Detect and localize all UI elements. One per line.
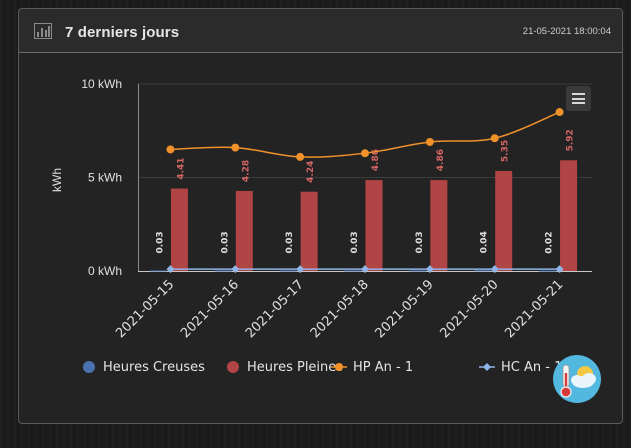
hp-an-1-point [231, 143, 240, 152]
hamburger-icon-bar [572, 97, 585, 100]
heures-pleines-bar [365, 180, 383, 271]
hp-an-1-point [361, 149, 369, 158]
bar-chart-icon [34, 23, 52, 39]
heures-pleines-data-label: 4.41 [176, 157, 186, 179]
heures-pleines-bar [495, 170, 513, 271]
heures-creuses-bar [539, 270, 557, 272]
heures-pleines-data-label: 4.24 [306, 161, 316, 183]
heures-pleines-data-label: 4.86 [371, 149, 381, 171]
heures-creuses-data-label: 0.03 [155, 231, 165, 253]
heures-pleines-data-label: 4.86 [436, 149, 446, 171]
y-axis-title: kWh [50, 168, 64, 192]
x-tick-label: 2021-05-18 [308, 277, 372, 341]
legend-marker-3 [483, 363, 491, 371]
hc-an-1-point [555, 265, 564, 274]
hamburger-icon-bar [572, 102, 585, 104]
legend-item-label[interactable]: Heures Pleines [247, 360, 343, 375]
hp-an-1-point [490, 134, 499, 143]
legend-marker-0 [83, 361, 95, 373]
hc-an-1-point [231, 265, 240, 274]
legend-item-label[interactable]: Heures Creuses [103, 360, 205, 375]
hc-an-1-point [361, 265, 369, 274]
hamburger-icon-bar [572, 93, 585, 95]
legend-item-label[interactable]: HC An - 1 [501, 360, 562, 375]
hc-an-1-point [425, 265, 434, 274]
heures-creuses-data-label: 0.03 [285, 231, 295, 253]
x-tick-label: 2021-05-16 [178, 277, 242, 341]
heures-creuses-data-label: 0.03 [350, 231, 360, 253]
hc-an-1-point [166, 265, 175, 274]
legend-marker-2 [335, 363, 343, 371]
y-tick-label: 5 kWh [88, 171, 122, 185]
heures-pleines-data-label: 4.28 [241, 160, 251, 182]
heures-creuses-data-label: 0.02 [545, 232, 555, 254]
heures-creuses-bar [279, 270, 297, 272]
panel-header: 7 derniers jours 21-05-2021 18:00:04 [19, 9, 622, 53]
timestamp: 21-05-2021 18:00:04 [522, 26, 611, 37]
x-tick-label: 2021-05-19 [373, 277, 437, 341]
hp-an-1-point [296, 152, 305, 161]
weather-thermometer-icon[interactable] [553, 355, 601, 403]
heures-pleines-bar [430, 180, 448, 271]
hc-an-1-point [296, 265, 305, 274]
x-tick-label: 2021-05-15 [113, 277, 177, 341]
heures-pleines-bar [560, 160, 578, 271]
y-tick-label: 0 kWh [88, 264, 122, 278]
hp-an-1-point [425, 137, 434, 146]
hc-an-1-point [490, 265, 499, 274]
heures-pleines-data-label: 5.35 [501, 140, 511, 162]
x-tick-label: 2021-05-20 [438, 277, 502, 341]
page-title: 7 derniers jours [65, 24, 180, 41]
heures-pleines-data-label: 5.92 [566, 129, 576, 151]
weather-icon [560, 364, 596, 398]
heures-creuses-bar [344, 270, 362, 272]
heures-pleines-bar [170, 188, 188, 271]
heures-creuses-data-label: 0.03 [220, 231, 230, 253]
y-tick-label: 10 kWh [81, 77, 122, 91]
chart-panel: 7 derniers jours 21-05-2021 18:00:04 0 k… [18, 8, 623, 424]
heures-pleines-bar [300, 191, 318, 271]
heures-creuses-bar [149, 270, 167, 272]
heures-creuses-data-label: 0.04 [480, 231, 490, 253]
hp-an-1-point [555, 108, 564, 117]
heures-creuses-bar [474, 270, 492, 272]
heures-creuses-data-label: 0.03 [415, 231, 425, 253]
heures-pleines-bar [235, 190, 253, 271]
x-tick-label: 2021-05-21 [502, 277, 566, 341]
heures-creuses-bar [214, 270, 232, 272]
heures-creuses-bar [409, 270, 427, 272]
legend-marker-1 [227, 361, 239, 373]
x-tick-label: 2021-05-17 [243, 277, 307, 341]
chart-menu-button[interactable] [566, 86, 591, 111]
hp-an-1-point [166, 145, 175, 154]
legend-item-label[interactable]: HP An - 1 [353, 360, 413, 375]
